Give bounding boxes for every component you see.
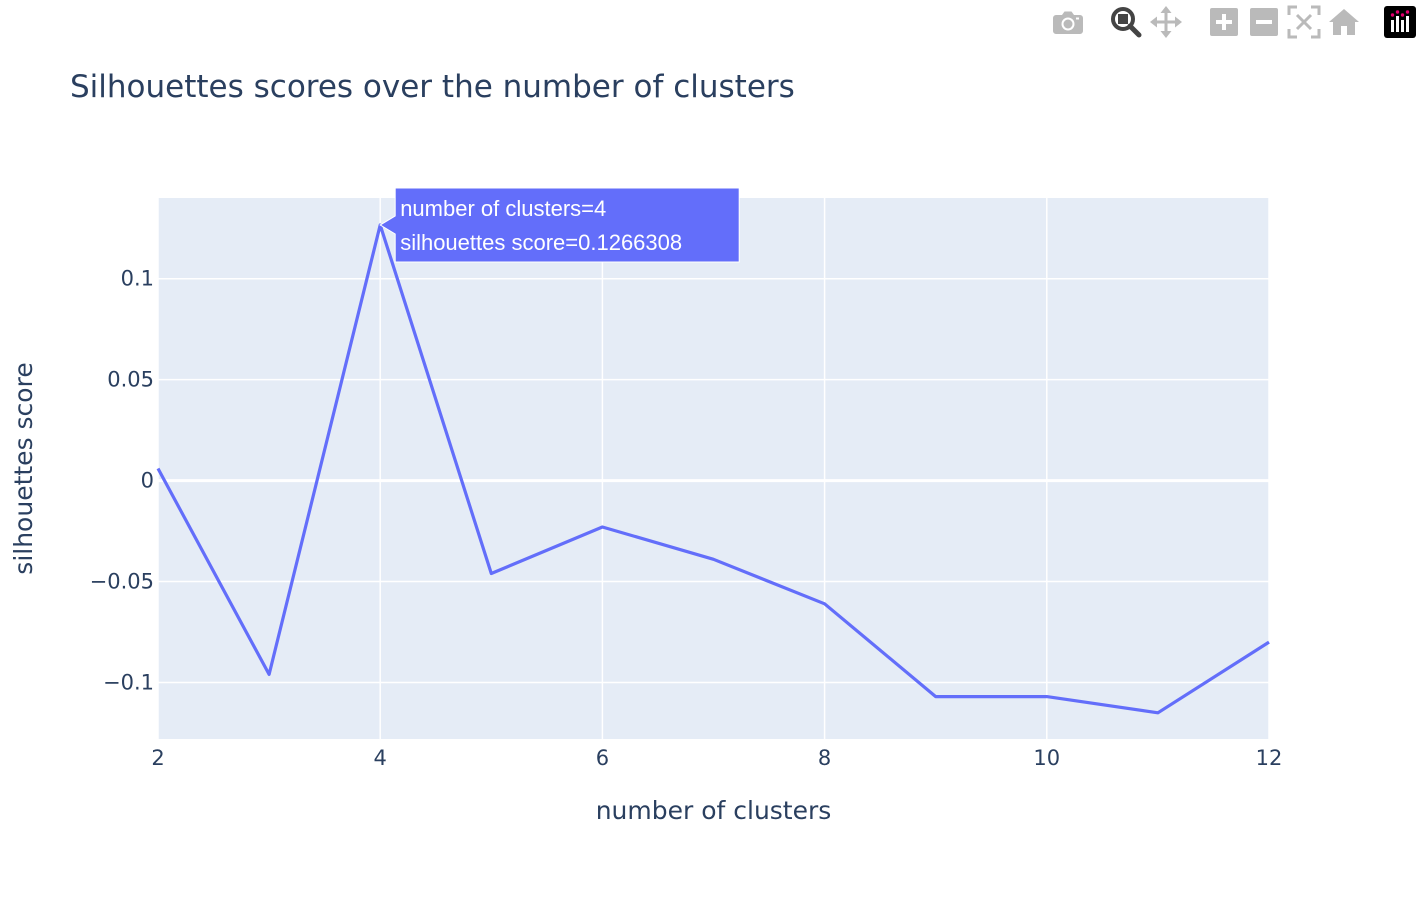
- y-axis-title: silhouettes score: [9, 362, 38, 574]
- x-tick-label: 8: [818, 746, 831, 770]
- tooltip-box: [379, 187, 740, 263]
- x-tick-label: 10: [1033, 746, 1060, 770]
- plot-area[interactable]: [158, 198, 1269, 739]
- pan-button[interactable]: [1146, 4, 1186, 40]
- zoom-in-icon: [1210, 8, 1238, 36]
- plotly-logo-icon: [1384, 6, 1416, 38]
- zoom-button[interactable]: [1106, 4, 1146, 40]
- modebar-group-zoom: [1204, 4, 1364, 40]
- data-point[interactable]: [485, 567, 497, 579]
- autoscale-button[interactable]: [1284, 4, 1324, 40]
- series-line: [156, 223, 1270, 715]
- zoom-out-icon: [1250, 8, 1278, 36]
- data-point[interactable]: [930, 691, 942, 703]
- modebar: [1030, 4, 1418, 40]
- x-tick-label: 12: [1256, 746, 1283, 770]
- y-tick-label: −0.1: [103, 670, 154, 694]
- pan-icon: [1150, 6, 1182, 38]
- x-tick-label: 2: [151, 746, 164, 770]
- data-point[interactable]: [708, 553, 720, 565]
- y-tick-label: 0.05: [107, 368, 154, 392]
- zoom-icon: [1111, 7, 1142, 38]
- zoom-in-button[interactable]: [1204, 4, 1244, 40]
- camera-icon: [1053, 11, 1083, 34]
- zoom-out-button[interactable]: [1244, 4, 1284, 40]
- home-icon: [1329, 9, 1359, 35]
- hover-tooltip: number of clusters=4 silhouettes score=0.…: [379, 187, 740, 263]
- modebar-group-drag: [1106, 4, 1186, 40]
- reset-axes-button[interactable]: [1324, 4, 1364, 40]
- data-point[interactable]: [1263, 636, 1275, 648]
- x-tick-label: 4: [374, 746, 387, 770]
- data-point[interactable]: [1041, 691, 1053, 703]
- x-gridlines: [157, 198, 1270, 739]
- y-gridlines: [158, 277, 1269, 684]
- y-tick-label: 0: [141, 469, 154, 493]
- x-axis-title: number of clusters: [596, 796, 832, 825]
- autoscale-icon: [1287, 5, 1321, 39]
- modebar-group-logo: [1382, 4, 1418, 40]
- chart-title: Silhouettes scores over the number of cl…: [70, 69, 795, 105]
- x-tick-label: 6: [596, 746, 609, 770]
- y-tick-labels: −0.1 −0.05 0 0.05 0.1: [90, 267, 154, 695]
- tooltip-line: number of clusters=4: [400, 196, 606, 221]
- y-tick-label: 0.1: [121, 267, 154, 291]
- x-tick-labels: 2 4 6 8 10 12: [151, 746, 1282, 770]
- modebar-group-export: [1048, 4, 1088, 40]
- plotly-logo-link[interactable]: [1382, 4, 1418, 40]
- series-layer: [156, 223, 1275, 719]
- y-tick-label: −0.05: [90, 570, 154, 594]
- tooltip-line: silhouettes score=0.1266308: [400, 230, 682, 255]
- download-plot-button[interactable]: [1048, 4, 1088, 40]
- data-point[interactable]: [1152, 707, 1164, 719]
- data-point[interactable]: [596, 521, 608, 533]
- data-point[interactable]: [263, 668, 275, 680]
- data-point[interactable]: [819, 598, 831, 610]
